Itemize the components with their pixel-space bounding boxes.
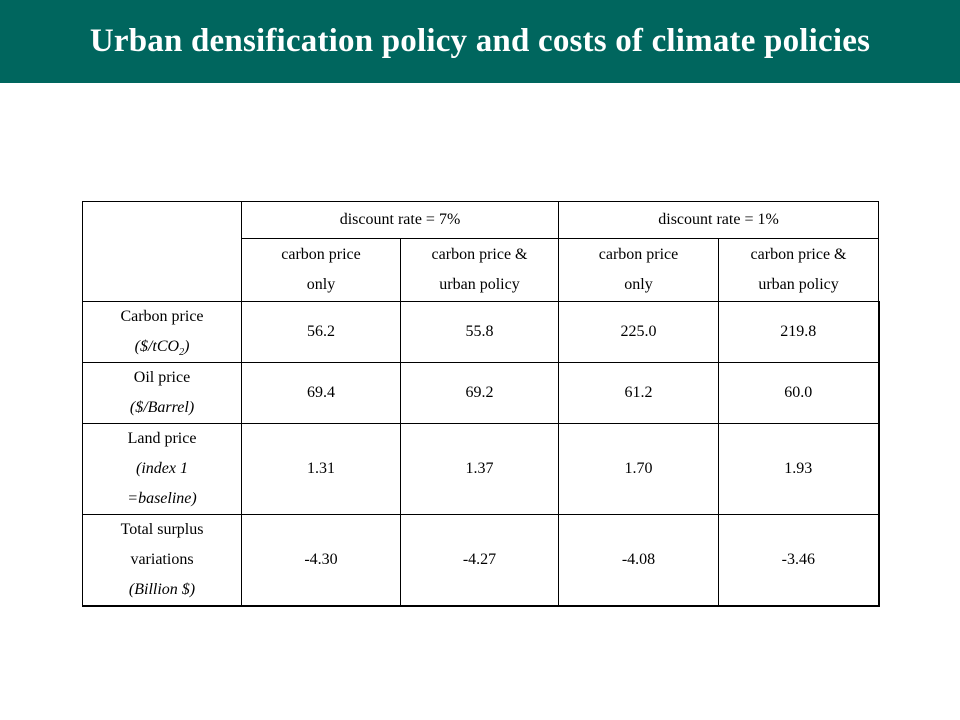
slide-title: Urban densification policy and costs of … [89,23,871,59]
row-label: Oil price ($/Barrel) [82,362,242,424]
row-unit: ($/Barrel) [129,399,195,416]
table-row: Oil price ($/Barrel) 69.4 69.2 61.2 60.0 [82,362,880,424]
group-header-row: discount rate = 7% discount rate = 1% [82,201,880,302]
sub-header: carbon price only [558,238,720,302]
table-cell: 69.2 [399,362,560,424]
table-cell: 60.0 [718,362,880,424]
group-header-7pct: discount rate = 7% [240,201,560,239]
table-cell: 56.2 [241,301,401,363]
group-header-1pct: discount rate = 1% [558,201,880,239]
table-row: Carbon price ($/tCO2) 56.2 55.8 225.0 21… [82,301,880,363]
table-cell: -3.46 [718,514,880,607]
table-cell: 61.2 [558,362,720,424]
row-unit: (index 1 [136,460,188,477]
table-cell: -4.08 [558,514,720,607]
row-unit: =baseline) [127,490,197,507]
sub-header-row: carbon price only carbon price & urban p… [83,238,880,302]
row-label: Total surplus variations (Billion $) [82,514,242,607]
table-cell: 69.4 [241,362,401,424]
table-cell: 1.37 [399,423,560,515]
table-row: Total surplus variations (Billion $) -4.… [82,514,880,607]
title-bar: Urban densification policy and costs of … [0,0,960,83]
row-label: Carbon price ($/tCO2) [82,301,242,363]
table-cell: -4.27 [399,514,560,607]
row-unit: (Billion $) [128,581,196,598]
table-row: Land price (index 1 =baseline) 1.31 1.37… [82,423,880,515]
row-unit: ($/tCO2) [134,338,190,359]
sub-header: carbon price & urban policy [718,238,880,302]
table-cell: 1.70 [558,423,720,515]
row-label: Land price (index 1 =baseline) [82,423,242,515]
table-cell: 1.93 [718,423,880,515]
corner-cell [82,201,242,302]
table-cell: 1.31 [241,423,401,515]
sub-header: carbon price & urban policy [399,238,560,302]
sub-header: carbon price only [241,238,401,302]
table-cell: 225.0 [558,301,720,363]
table-cell: 55.8 [399,301,560,363]
table-cell: 219.8 [718,301,880,363]
results-table: discount rate = 7% discount rate = 1% ca… [82,201,880,607]
table-cell: -4.30 [241,514,401,607]
